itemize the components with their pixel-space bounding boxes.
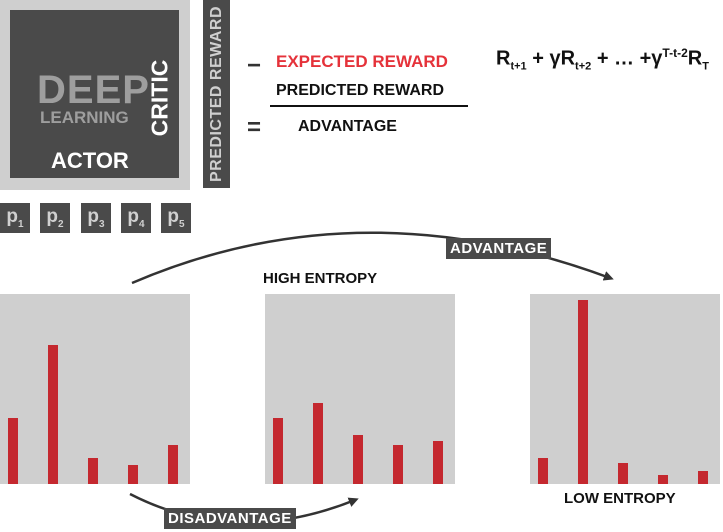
bar-p5 [698, 471, 708, 484]
bar-p1 [538, 458, 548, 484]
formula-r1: R [496, 47, 511, 70]
advantage-arrow-label: ADVANTAGE [446, 238, 552, 259]
policy-chip-4: p4 [121, 203, 151, 233]
bar-p4 [658, 475, 668, 484]
bar-p4 [393, 445, 403, 484]
bar-p1 [273, 418, 283, 484]
bar-p3 [88, 458, 98, 484]
policy-chip-3: p3 [81, 203, 111, 233]
bar-p3 [618, 463, 628, 484]
policy-panel-high-entropy [265, 294, 455, 484]
policy-chip-5: p5 [161, 203, 191, 233]
formula-sub3: T [702, 60, 709, 73]
bar-p2 [578, 300, 588, 484]
predicted-reward-label: PREDICTED REWARD [276, 82, 445, 99]
policy-panel-low-entropy [530, 294, 720, 484]
formula-plus1: + γR [526, 47, 576, 70]
policy-panel-initial [0, 294, 190, 484]
formula-mid: + … +γ [596, 47, 663, 70]
bar-p1 [8, 418, 18, 484]
bar-p5 [433, 441, 443, 484]
network-box [10, 10, 179, 178]
policy-chip-1: p1 [0, 203, 30, 233]
high-entropy-caption: HIGH ENTROPY [263, 270, 378, 287]
bar-p2 [48, 345, 58, 484]
low-entropy-caption: LOW ENTROPY [564, 490, 676, 507]
bar-p5 [168, 445, 178, 484]
minus-sign: − [247, 52, 262, 79]
formula-rt: R [687, 47, 703, 70]
formula-sub2: t+2 [575, 60, 592, 73]
formula-sub1: t+1 [510, 60, 527, 73]
policy-chip-2: p2 [40, 203, 70, 233]
bar-p3 [353, 435, 363, 484]
learning-label: LEARNING [40, 108, 129, 127]
disadvantage-arrow-label: DISADVANTAGE [164, 508, 296, 529]
equals-sign: = [247, 114, 262, 141]
deep-label: DEEP [37, 68, 150, 112]
formula-sup: T-t-2 [662, 46, 688, 60]
expected-reward-label: EXPECTED REWARD [276, 52, 448, 71]
actor-label: ACTOR [51, 148, 129, 173]
subtraction-rule [270, 105, 468, 107]
bar-p4 [128, 465, 138, 484]
bar-p2 [313, 403, 323, 484]
advantage-result-label: ADVANTAGE [298, 118, 397, 135]
predicted-reward-bar [203, 0, 230, 188]
discounted-return-formula: Rt+1 + γRt+2 + … +γT-t-2RT [496, 46, 709, 73]
